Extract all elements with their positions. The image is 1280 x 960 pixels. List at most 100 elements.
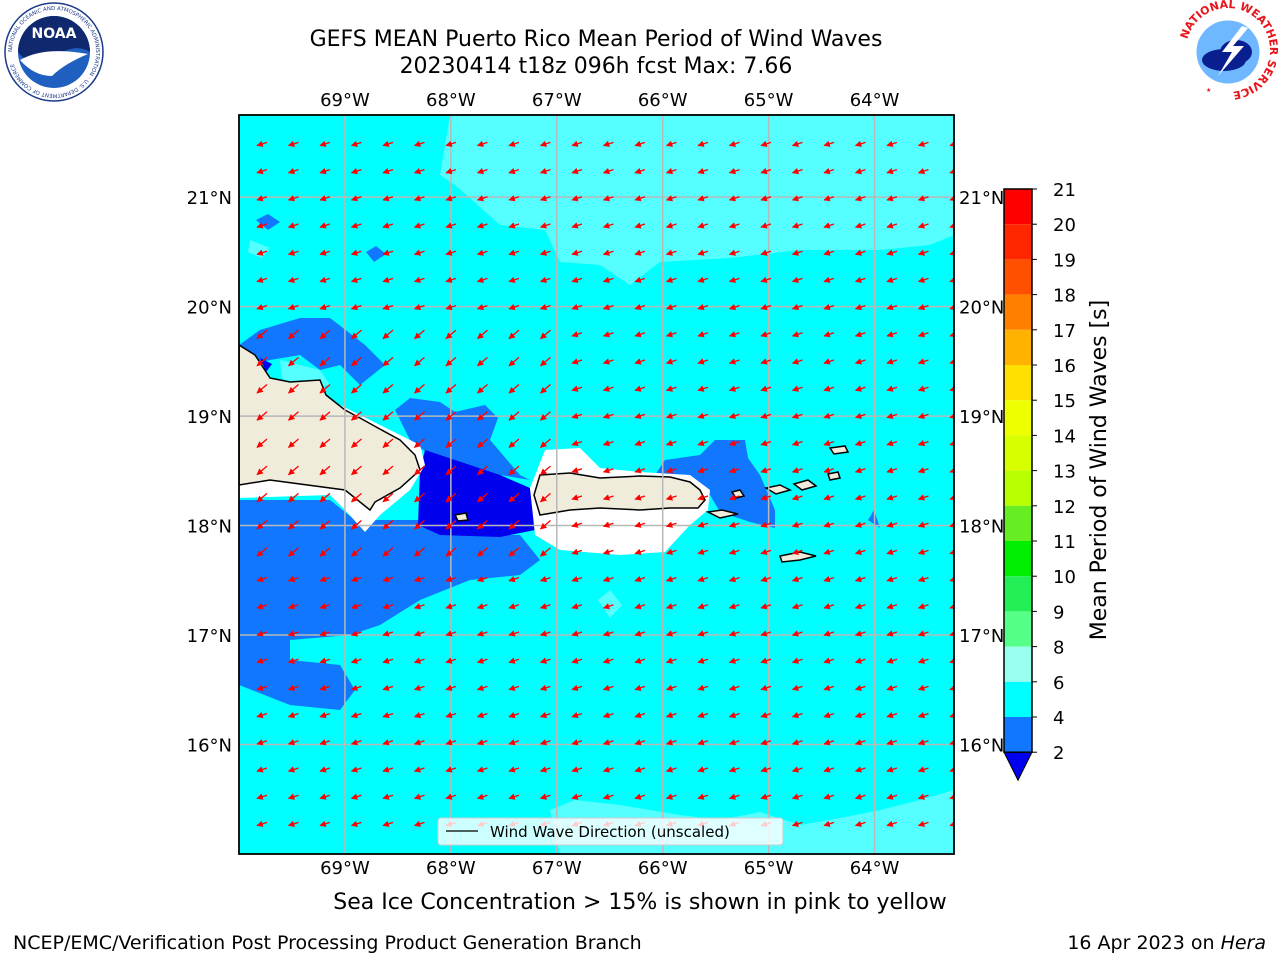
wave-direction-arrow [350, 793, 362, 800]
wave-direction-arrow [760, 385, 772, 392]
colorbar-tick-label: 16 [1053, 356, 1076, 377]
wave-direction-arrow [602, 358, 614, 365]
wave-direction-arrow [414, 492, 425, 503]
lon-tick-label: 69°W [320, 858, 370, 879]
wave-direction-arrow [382, 411, 394, 421]
colorbar-label: Mean Period of Wind Waves [s] [1087, 300, 1112, 640]
wave-direction-arrow [508, 329, 520, 340]
wave-direction-arrow [445, 167, 457, 175]
wave-direction-arrow [256, 411, 268, 421]
wave-direction-arrow [382, 384, 394, 394]
wave-direction-arrow [414, 520, 425, 530]
wave-direction-arrow [508, 384, 520, 394]
st-thomas-land [763, 484, 793, 495]
wave-direction-arrow [382, 303, 394, 311]
wave-direction-arrow [508, 411, 520, 421]
wave-direction-arrow [414, 438, 425, 448]
st-john-land [792, 479, 818, 491]
wave-direction-arrow [823, 603, 835, 610]
wave-direction-arrow [949, 739, 954, 746]
wave-direction-arrow [634, 385, 646, 392]
wave-direction-arrow [602, 195, 614, 202]
wave-direction-arrow [728, 657, 740, 664]
wave-direction-arrow [413, 249, 425, 256]
wave-direction-arrow [760, 711, 772, 719]
wave-direction-arrow [540, 465, 551, 476]
wave-direction-arrow [256, 520, 268, 530]
wave-direction-arrow [697, 167, 709, 175]
colorbar [1003, 188, 1037, 782]
wave-direction-arrow [476, 603, 488, 610]
wave-direction-arrow [382, 575, 394, 583]
lon-tick-labels-top: 69°W 68°W 67°W 66°W 65°W 64°W [320, 90, 900, 111]
wave-direction-arrow [382, 465, 394, 476]
mona-island-land [453, 512, 469, 522]
svg-text:★: ★ [1244, 87, 1249, 94]
wave-direction-arrow [854, 521, 866, 528]
lon-tick-label: 68°W [426, 90, 476, 111]
wave-direction-arrow [886, 467, 898, 474]
wave-direction-arrow [476, 739, 488, 746]
lat-tick-label: 20°N [187, 298, 232, 319]
wave-direction-arrow [256, 657, 268, 664]
wave-direction-arrow [350, 711, 362, 719]
wave-direction-arrow [791, 331, 803, 338]
wave-direction-arrow [949, 195, 954, 202]
wave-direction-arrow [728, 711, 740, 719]
lon-tick-label: 65°W [744, 858, 794, 879]
wave-direction-arrow [382, 329, 394, 340]
wave-direction-arrow [382, 438, 394, 448]
wave-direction-arrow [949, 820, 954, 827]
wave-direction-arrow [791, 603, 803, 610]
lat-tick-label: 18°N [959, 517, 1004, 538]
wave-direction-arrow [634, 684, 646, 691]
wave-direction-arrow [634, 412, 646, 419]
wave-direction-arrow [256, 384, 268, 394]
lon-tick-label: 65°W [744, 90, 794, 111]
wave-direction-arrow [382, 167, 394, 175]
noaa-logo-text: NOAA [32, 26, 77, 42]
wave-direction-arrow [760, 766, 772, 773]
wave-direction-arrow [539, 276, 551, 283]
colorbar-tick-label: 6 [1053, 673, 1064, 694]
wave-direction-arrow [886, 603, 898, 610]
wave-direction-arrow [508, 520, 520, 530]
wave-direction-arrow [760, 358, 772, 365]
wave-direction-arrow [256, 222, 268, 229]
wave-direction-arrow [288, 520, 299, 530]
wave-direction-arrow [445, 195, 457, 202]
wave-direction-arrow [508, 465, 520, 476]
wave-direction-arrow [886, 711, 898, 719]
wave-direction-arrow [886, 358, 898, 365]
wave-direction-arrow [413, 739, 425, 746]
wave-direction-arrow [791, 793, 803, 800]
lat-tick-label: 19°N [187, 407, 232, 428]
hispaniola-land [239, 344, 421, 512]
wave-direction-arrow [508, 276, 520, 283]
wave-direction-arrow [319, 657, 331, 664]
wave-direction-arrow [319, 684, 331, 691]
wave-direction-arrow [413, 195, 425, 202]
wave-direction-arrow [886, 739, 898, 746]
wave-direction-arrow [854, 140, 866, 147]
wave-direction-arrow [350, 766, 362, 773]
wave-direction-arrow [571, 684, 583, 691]
wave-direction-arrow [571, 711, 583, 719]
wave-direction-arrow [886, 276, 898, 283]
wave-direction-arrow [949, 276, 954, 283]
wave-direction-arrow [665, 766, 677, 773]
wave-direction-arrow [477, 356, 488, 367]
wave-direction-arrow [256, 820, 268, 827]
wave-direction-arrow [382, 657, 394, 664]
wave-direction-arrow [697, 276, 709, 283]
wave-direction-arrow [823, 276, 835, 283]
colorbar-band [1004, 505, 1032, 541]
wave-direction-arrow [350, 684, 362, 691]
wave-direction-arrow [256, 140, 268, 147]
wave-direction-arrow [382, 793, 394, 800]
wave-direction-arrow [445, 630, 457, 637]
wave-direction-arrow [477, 438, 488, 448]
lon-tick-label: 67°W [532, 90, 582, 111]
wave-direction-arrow [697, 385, 709, 392]
wave-direction-arrow [823, 820, 835, 827]
